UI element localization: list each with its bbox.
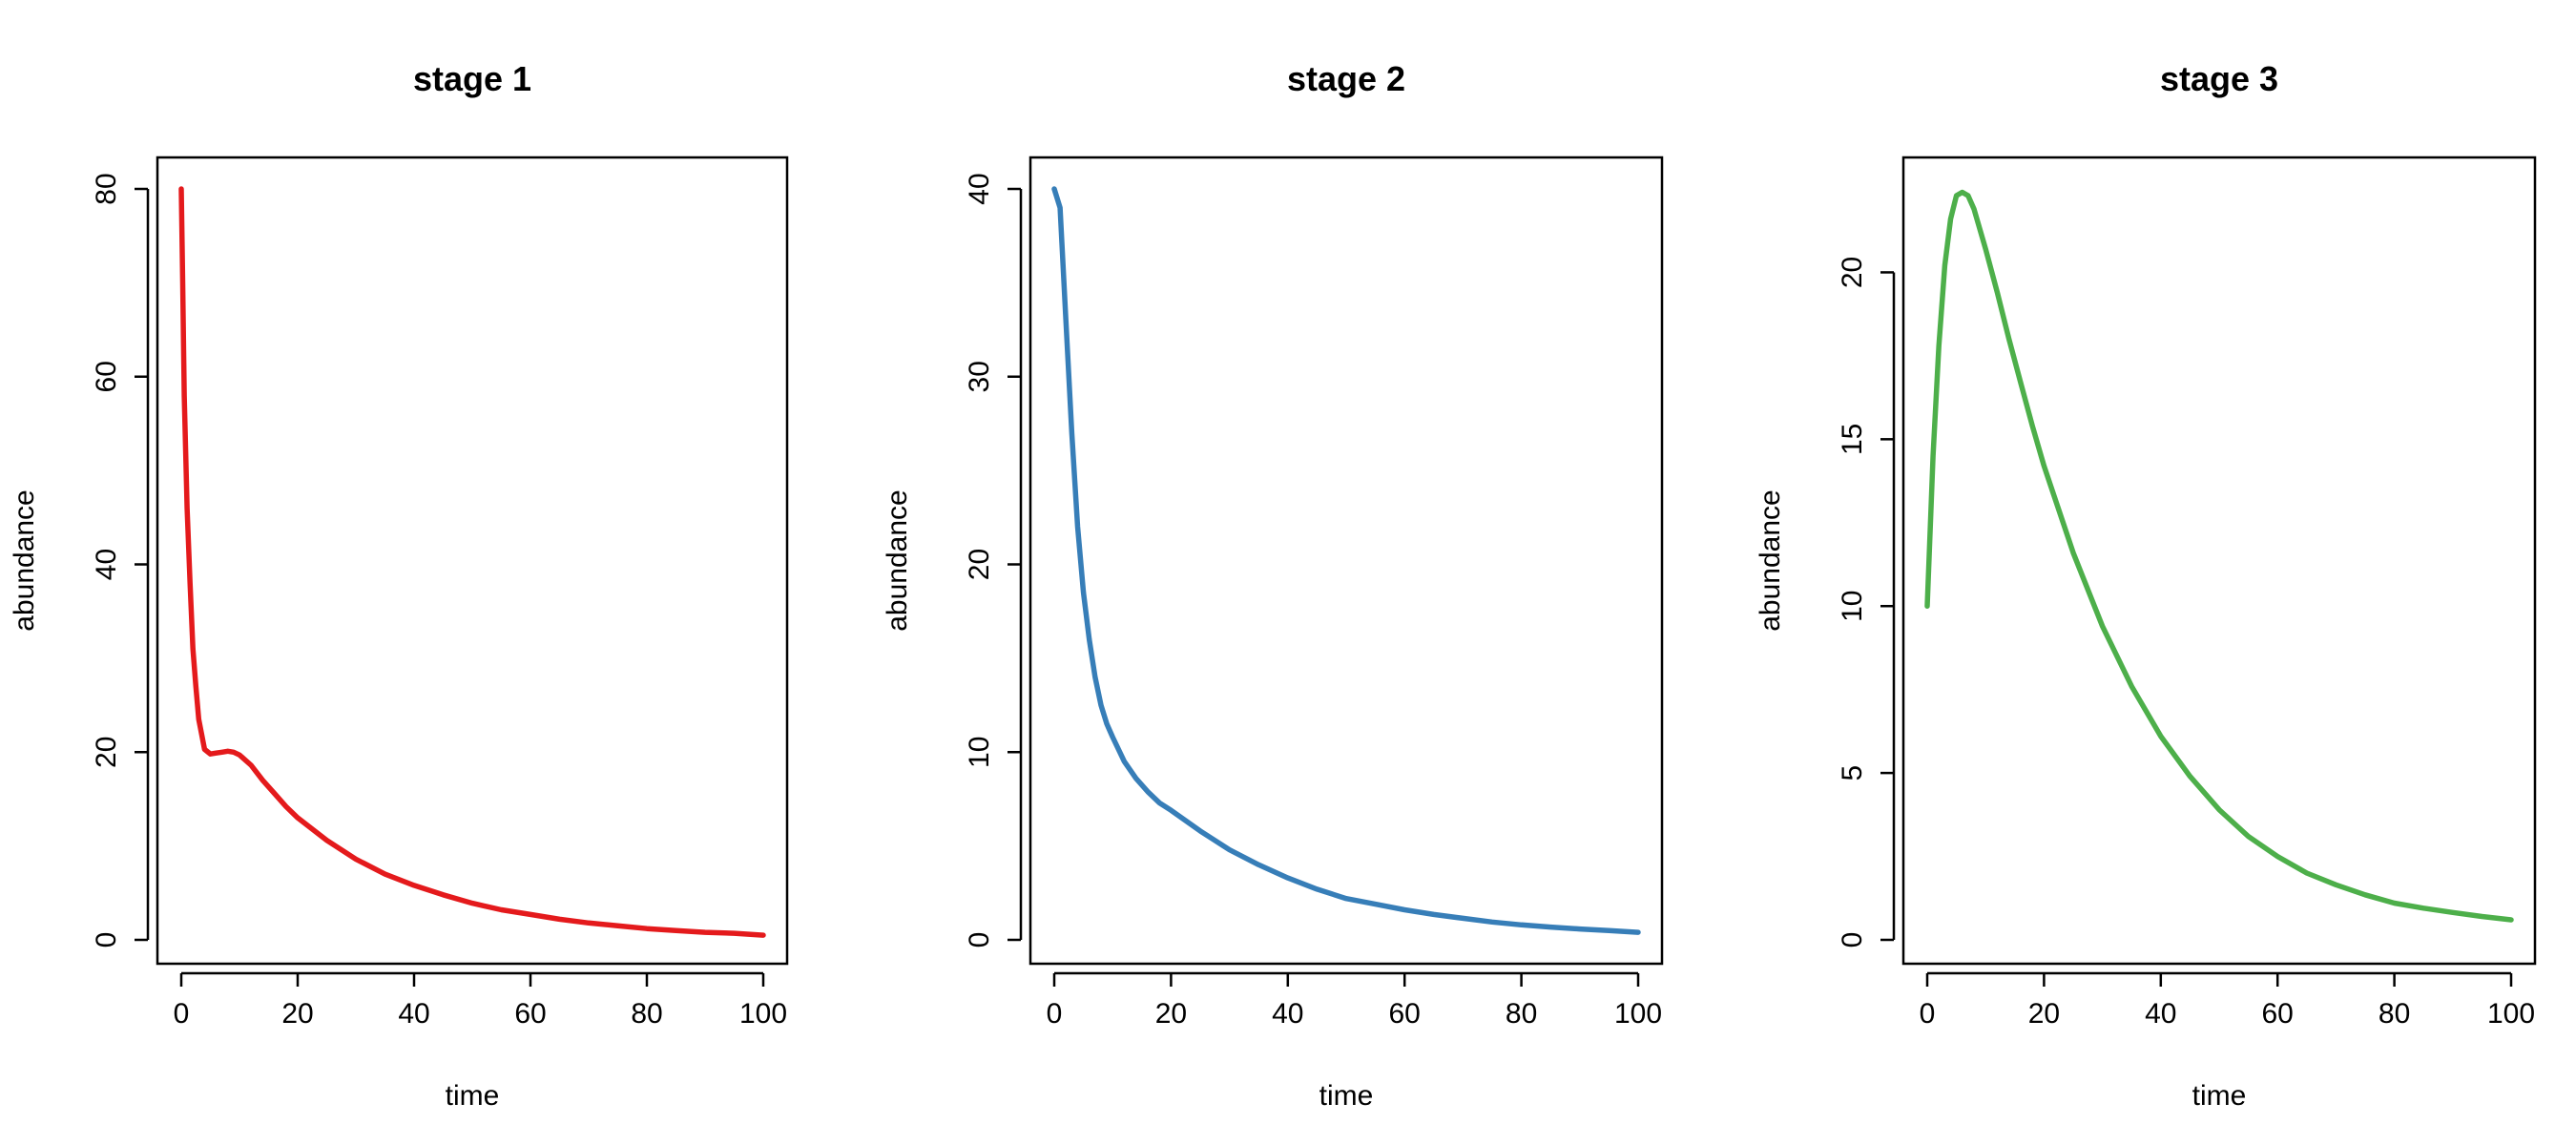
y-axis-label: abundance — [1755, 489, 1786, 631]
y-tick-label: 60 — [91, 361, 122, 392]
y-tick-label: 0 — [964, 932, 995, 948]
chart-panel-3: stage 3 0 20 40 60 80 100 time 0 5 10 15 20 abundance — [1755, 59, 2537, 1112]
y-tick-label: 20 — [1837, 257, 1868, 288]
y-axis-label: abundance — [9, 489, 40, 631]
x-tick-label: 40 — [1272, 998, 1303, 1030]
x-tick-label: 40 — [398, 998, 429, 1030]
x-tick-label: 0 — [174, 998, 190, 1030]
chart-title: stage 2 — [1287, 59, 1405, 98]
y-tick-label: 10 — [1837, 591, 1868, 622]
x-tick-label: 100 — [1614, 998, 1662, 1030]
x-tick-label: 0 — [1047, 998, 1063, 1030]
x-tick-label: 40 — [2145, 998, 2176, 1030]
x-tick-label: 80 — [2379, 998, 2410, 1030]
x-tick-label: 100 — [2487, 998, 2535, 1030]
y-tick-label: 15 — [1837, 424, 1868, 455]
y-tick-label: 20 — [964, 549, 995, 580]
x-axis-label: time — [2192, 1080, 2247, 1112]
y-tick-label: 40 — [91, 549, 122, 580]
x-tick-label: 60 — [514, 998, 546, 1030]
x-tick-label: 60 — [1389, 998, 1421, 1030]
y-tick-label: 20 — [91, 737, 122, 768]
y-tick-label: 30 — [964, 361, 995, 392]
x-tick-label: 20 — [1155, 998, 1187, 1030]
x-tick-label: 80 — [631, 998, 662, 1030]
y-tick-label: 80 — [91, 173, 122, 204]
plot-frame — [1028, 156, 1664, 966]
chart-title: stage 3 — [2160, 59, 2278, 98]
x-tick-label: 0 — [1920, 998, 1936, 1030]
y-tick-label: 0 — [1837, 932, 1868, 948]
x-tick-label: 80 — [1506, 998, 1537, 1030]
x-tick-label: 20 — [281, 998, 313, 1030]
plot-frame — [1901, 156, 2537, 966]
y-tick-label: 5 — [1837, 765, 1868, 781]
x-axis-label: time — [446, 1080, 500, 1112]
chart-panel-2: stage 2 0 20 40 60 80 100 time 0 10 20 30 40 abundanc… — [882, 59, 1664, 1112]
x-tick-label: 20 — [2028, 998, 2060, 1030]
series-line — [1924, 189, 2514, 923]
series-line — [1051, 186, 1641, 935]
series-line — [178, 186, 766, 938]
chart-panel-1: stage 1 0 20 40 60 80 100 time 0 20 40 60 80 abundanc… — [9, 59, 789, 1112]
plot-frame — [156, 156, 789, 966]
x-tick-label: 60 — [2262, 998, 2294, 1030]
y-axis-label: abundance — [882, 489, 913, 631]
x-tick-label: 100 — [739, 998, 787, 1030]
chart-title: stage 1 — [413, 59, 531, 98]
y-tick-label: 40 — [964, 173, 995, 204]
y-tick-label: 10 — [964, 737, 995, 768]
x-axis-label: time — [1319, 1080, 1374, 1112]
y-tick-label: 0 — [91, 932, 122, 948]
